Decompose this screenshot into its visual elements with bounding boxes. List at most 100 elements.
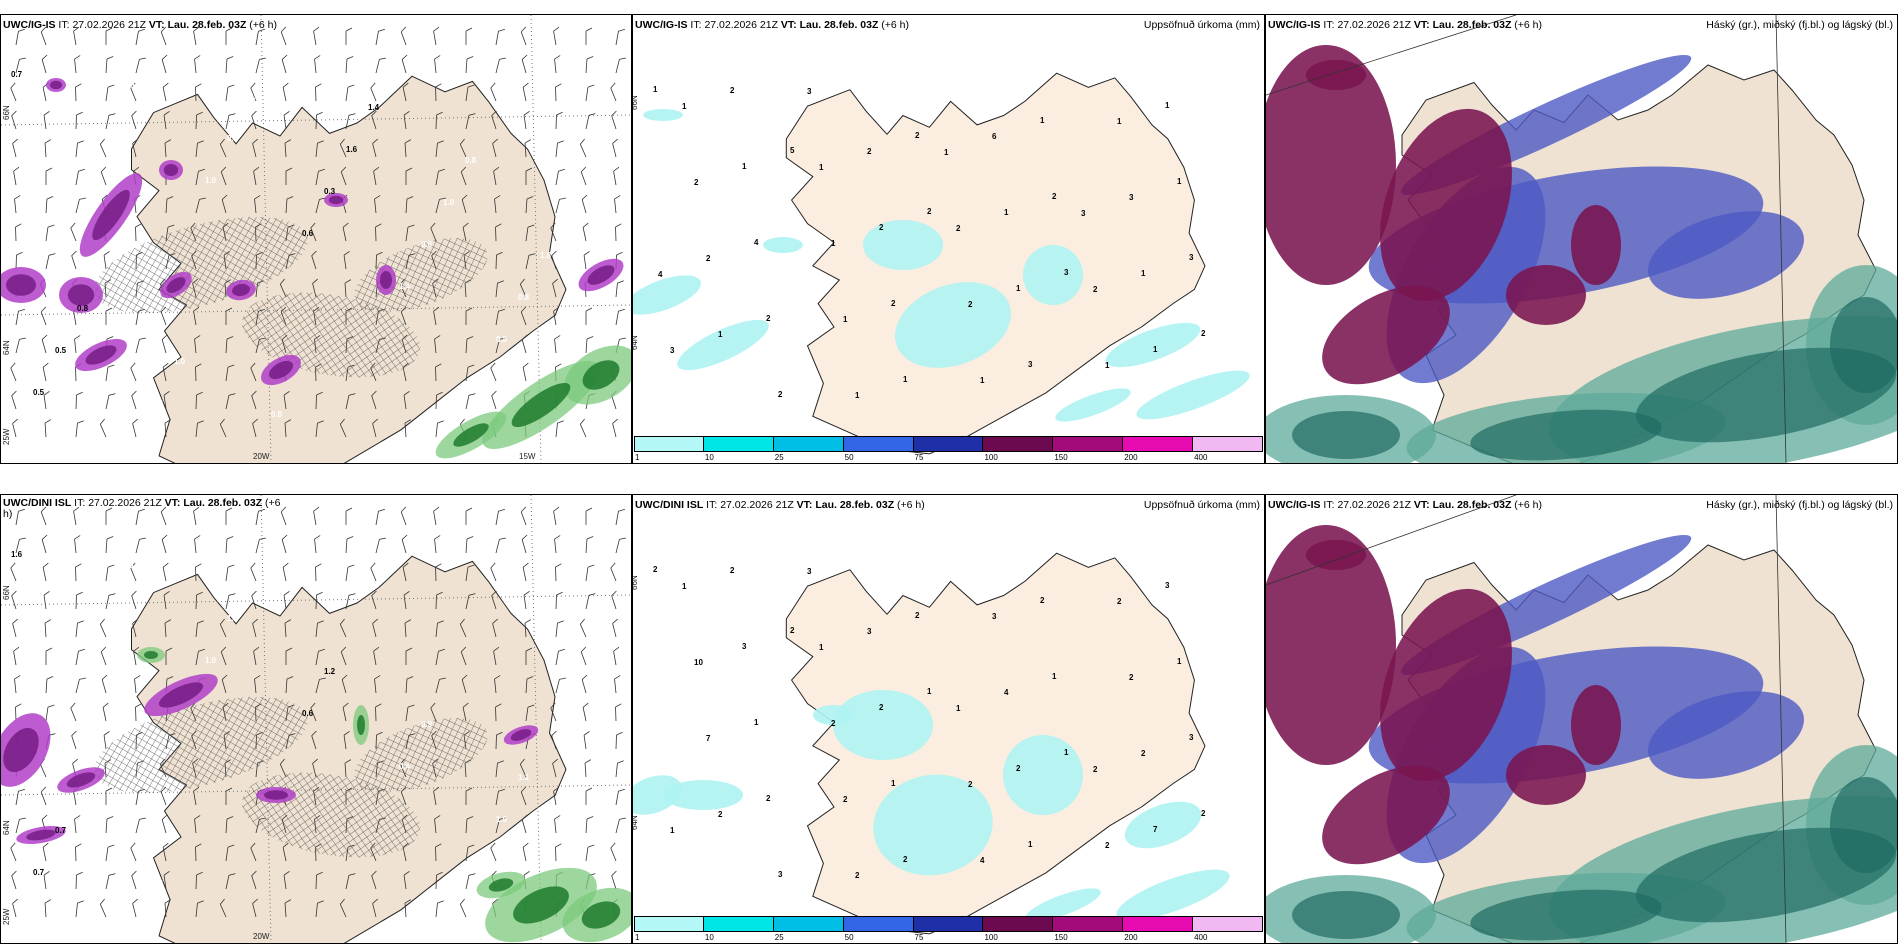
wind-barb bbox=[521, 534, 528, 554]
wind-barb bbox=[161, 54, 168, 74]
wind-barb bbox=[495, 508, 505, 526]
wind-barb bbox=[105, 507, 113, 525]
wind-barb bbox=[374, 675, 381, 694]
ptype-value-label: 0.5 bbox=[55, 346, 67, 355]
wind-barb bbox=[345, 56, 354, 74]
wind-barb bbox=[520, 786, 527, 806]
wind-barb bbox=[284, 899, 292, 918]
wind-barb bbox=[164, 899, 172, 918]
wind-map-canvas[interactable] bbox=[1, 15, 631, 463]
wind-barb bbox=[372, 618, 378, 638]
precip-cyan-areas bbox=[633, 690, 1230, 922]
panel-header: UWC/DINI ISL IT: 27.02.2026 21Z VT: Lau.… bbox=[635, 498, 1260, 512]
panel-top-right-cloud-map: UWC/IG-IS IT: 27.02.2026 21Z VT: Lau. 28… bbox=[1265, 14, 1898, 464]
precip-value-label: 1 bbox=[944, 148, 949, 157]
wind-barb bbox=[282, 562, 289, 582]
wind-barb bbox=[585, 816, 594, 834]
cloud-map-canvas[interactable] bbox=[1266, 495, 1897, 943]
valid-time-label: VT: bbox=[148, 19, 165, 31]
wind-barb bbox=[195, 168, 205, 186]
wind-barb bbox=[195, 843, 202, 862]
wind-barb bbox=[252, 618, 258, 638]
precip-value-label: 2 bbox=[730, 86, 735, 95]
precip-value-label: 6 bbox=[992, 132, 997, 141]
wind-barb bbox=[15, 788, 25, 806]
wind-barb bbox=[434, 535, 441, 554]
colorbar-tick-label: 150 bbox=[1054, 933, 1068, 942]
ptype-value-label: 1.0 bbox=[205, 656, 217, 665]
wind-barb bbox=[405, 224, 415, 242]
wind-barb bbox=[615, 760, 624, 778]
wind-barb bbox=[555, 591, 563, 610]
precip-map-canvas[interactable] bbox=[633, 495, 1264, 943]
wind-barb bbox=[44, 619, 52, 638]
wind-barb bbox=[40, 786, 47, 806]
wind-barb bbox=[610, 842, 617, 862]
lon-label-15: 15W bbox=[519, 452, 536, 461]
wind-barb bbox=[554, 55, 561, 74]
wind-barb bbox=[615, 788, 625, 806]
wind-barb bbox=[221, 194, 228, 214]
wind-map-canvas[interactable] bbox=[1, 495, 631, 943]
wind-barb bbox=[610, 82, 617, 102]
wind-barb bbox=[373, 646, 380, 666]
precip-value-label: 1 bbox=[718, 330, 723, 339]
panel-bottom-right-cloud-map: UWC/IG-IS IT: 27.02.2026 21Z VT: Lau. 28… bbox=[1265, 494, 1898, 944]
wind-barb bbox=[490, 842, 497, 862]
precip-value-label: 1 bbox=[980, 376, 985, 385]
wind-barb bbox=[372, 138, 378, 158]
precip-value-label: 1 bbox=[1040, 116, 1045, 125]
precip-value-label: 3 bbox=[867, 627, 872, 636]
precip-value-label: 2 bbox=[891, 299, 896, 308]
wind-barb bbox=[465, 336, 474, 354]
precip-value-label: 1 bbox=[927, 687, 932, 696]
precip-map-canvas[interactable] bbox=[633, 15, 1264, 463]
wind-barb bbox=[315, 563, 322, 582]
wind-barb bbox=[465, 816, 474, 834]
ptype-value-label: 0.8 bbox=[271, 410, 283, 419]
wind-barb bbox=[465, 113, 476, 130]
wind-barb bbox=[44, 139, 52, 158]
wind-barb bbox=[105, 787, 113, 805]
graticule-lon-line bbox=[530, 495, 542, 943]
wind-barb bbox=[195, 140, 204, 158]
wind-barb bbox=[105, 113, 116, 130]
wind-barb bbox=[435, 677, 447, 694]
wind-barb bbox=[550, 222, 557, 242]
wind-barb bbox=[160, 26, 167, 46]
wind-barb bbox=[315, 111, 323, 130]
wind-barb bbox=[403, 871, 410, 890]
wind-barb bbox=[582, 222, 589, 242]
wind-barb bbox=[195, 900, 204, 918]
panel-title: Háský (gr.), miðský (fj.bl.) og lágský (… bbox=[1706, 19, 1893, 31]
panel-header: UWC/IG-IS IT: 27.02.2026 21Z VT: Lau. 28… bbox=[1268, 18, 1893, 32]
wind-barb bbox=[105, 536, 114, 554]
wind-barb bbox=[315, 648, 325, 666]
wind-barb bbox=[281, 54, 288, 74]
wind-barb bbox=[133, 646, 140, 666]
init-time: 27.02.2026 21Z bbox=[720, 499, 794, 511]
precip-value-label: 2 bbox=[831, 719, 836, 728]
colorbar-swatch bbox=[1123, 916, 1194, 932]
ptype-value-label: 1.6 bbox=[152, 879, 164, 888]
wind-barb bbox=[461, 194, 468, 214]
precip-colorbar: 1 10 25 50 75 100 150 200 400 bbox=[634, 436, 1263, 462]
wind-barb bbox=[345, 564, 355, 582]
wind-barb bbox=[495, 28, 505, 46]
wind-barb bbox=[371, 590, 377, 610]
precip-value-label: 2 bbox=[718, 810, 723, 819]
wind-barb bbox=[375, 508, 385, 526]
wind-barb bbox=[585, 336, 594, 354]
wind-barb bbox=[15, 337, 27, 354]
wind-barb bbox=[371, 390, 377, 410]
wind-barb bbox=[103, 731, 110, 750]
wind-barb bbox=[251, 390, 257, 410]
init-time: 27.02.2026 21Z bbox=[88, 497, 162, 509]
wind-barb bbox=[615, 731, 623, 750]
cloud-map-canvas[interactable] bbox=[1266, 15, 1897, 463]
wind-barb bbox=[579, 618, 587, 638]
wind-barb bbox=[459, 898, 467, 918]
wind-barb bbox=[225, 27, 233, 45]
snow-precip-areas bbox=[1, 673, 539, 844]
